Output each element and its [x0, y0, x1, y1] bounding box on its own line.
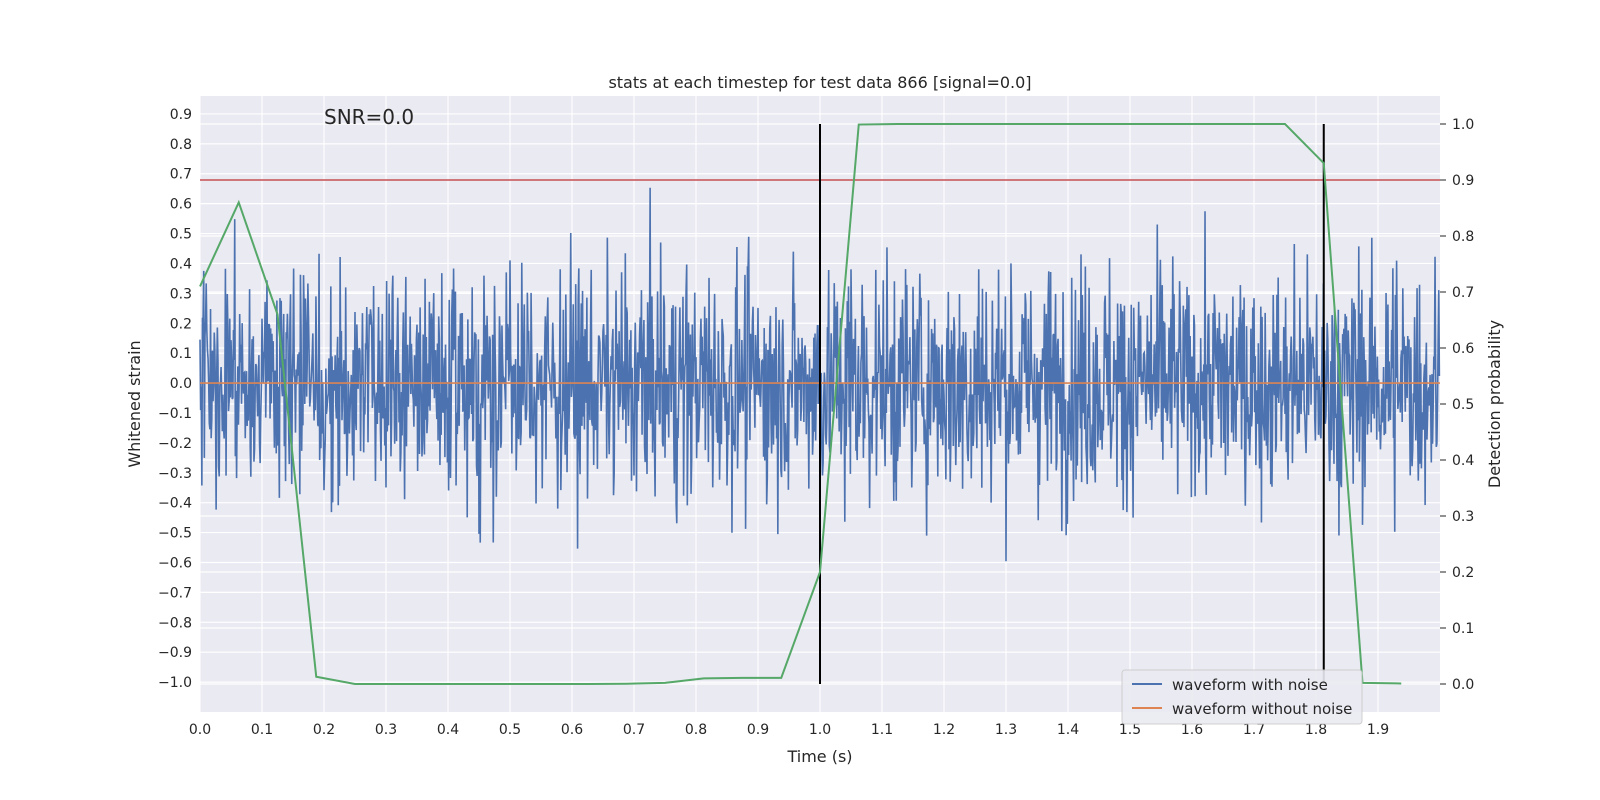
x-tick-label: 0.7	[623, 722, 645, 738]
x-tick-label: 1.1	[871, 722, 893, 738]
y-right-tick-label: 0.8	[1452, 229, 1474, 245]
x-axis-label: Time (s)	[786, 747, 852, 766]
x-tick-label: 1.6	[1181, 722, 1203, 738]
y-left-tick-label: −0.5	[158, 526, 192, 542]
legend-label-noise: waveform with noise	[1172, 676, 1328, 694]
y-right-tick-label: 0.9	[1452, 173, 1474, 189]
x-tick-label: 1.0	[809, 722, 831, 738]
legend-box	[1121, 669, 1363, 725]
y-right-tick-label: 0.2	[1452, 565, 1474, 581]
y-left-tick-label: −0.2	[158, 436, 192, 452]
y-left-tick-label: −0.7	[158, 585, 192, 601]
y-left-tick-label: −0.9	[158, 645, 192, 661]
y-left-tick-label: −0.6	[158, 555, 192, 571]
y-right-tick-label: 0.4	[1452, 453, 1474, 469]
x-tick-label: 1.7	[1243, 722, 1265, 738]
x-tick-label: 0.6	[561, 722, 583, 738]
series-detection-probability	[199, 123, 1402, 685]
y-right-tick-label: 0.5	[1452, 397, 1474, 413]
y-right-axis-label: Detection probability	[1485, 320, 1504, 488]
y-right-axis-ticks: 1.0 0.9 0.8 0.7 0.6 0.5 0.4 0.3 0.2 0.1 0.0	[1440, 117, 1474, 693]
legend: waveform with noise waveform without noi…	[1121, 669, 1363, 725]
chart-title: stats at each timestep for test data 866…	[608, 73, 1031, 92]
y-left-tick-label: −0.4	[158, 496, 192, 512]
y-left-axis-ticks: 0.9 0.8 0.7 0.6 0.5 0.4 0.3 0.2 0.1 0.0 −0.1 −0.2 −0…	[158, 107, 192, 691]
x-tick-label: 1.9	[1367, 722, 1389, 738]
y-left-tick-label: 0.6	[170, 197, 192, 213]
y-left-tick-label: 0.5	[170, 227, 192, 243]
y-left-tick-label: 0.0	[170, 376, 192, 392]
y-right-tick-label: 0.0	[1452, 677, 1474, 693]
y-right-tick-label: 1.0	[1452, 117, 1474, 133]
snr-annotation: SNR=0.0	[324, 105, 414, 129]
y-left-tick-label: −1.0	[158, 675, 192, 691]
y-left-tick-label: 0.2	[170, 316, 192, 332]
y-left-tick-label: −0.1	[158, 406, 192, 422]
x-tick-label: 1.4	[1057, 722, 1079, 738]
y-left-tick-label: 0.8	[170, 137, 192, 153]
y-left-tick-label: 0.7	[170, 167, 192, 183]
x-tick-label: 0.0	[189, 722, 211, 738]
x-tick-label: 1.3	[995, 722, 1017, 738]
y-right-tick-label: 0.1	[1452, 621, 1474, 637]
x-tick-label: 1.8	[1305, 722, 1327, 738]
x-tick-label: 0.5	[499, 722, 521, 738]
y-left-axis-label: Whitened strain	[125, 340, 144, 467]
y-left-tick-label: −0.3	[158, 466, 192, 482]
x-tick-label: 1.5	[1119, 722, 1141, 738]
x-tick-label: 0.9	[747, 722, 769, 738]
legend-label-clean: waveform without noise	[1172, 700, 1352, 718]
x-axis-ticks: 0.0 0.1 0.2 0.3 0.4 0.5 0.6 0.7 0.8 0.9 1.0 1.1 1.2 1…	[189, 722, 1389, 738]
y-right-tick-label: 0.3	[1452, 509, 1474, 525]
y-left-tick-label: −0.8	[158, 615, 192, 631]
x-tick-label: 0.2	[313, 722, 335, 738]
y-right-tick-label: 0.6	[1452, 341, 1474, 357]
marker-lines	[819, 124, 1325, 684]
x-tick-label: 1.2	[933, 722, 955, 738]
y-left-tick-label: 0.4	[170, 256, 192, 272]
y-left-tick-label: 0.3	[170, 286, 192, 302]
y-right-tick-label: 0.7	[1452, 285, 1474, 301]
line-detection-probability	[199, 123, 1402, 685]
x-tick-label: 0.8	[685, 722, 707, 738]
x-tick-label: 0.4	[437, 722, 459, 738]
y-left-tick-label: 0.1	[170, 346, 192, 362]
x-tick-label: 0.3	[375, 722, 397, 738]
y-left-tick-label: 0.9	[170, 107, 192, 123]
x-tick-label: 0.1	[251, 722, 273, 738]
